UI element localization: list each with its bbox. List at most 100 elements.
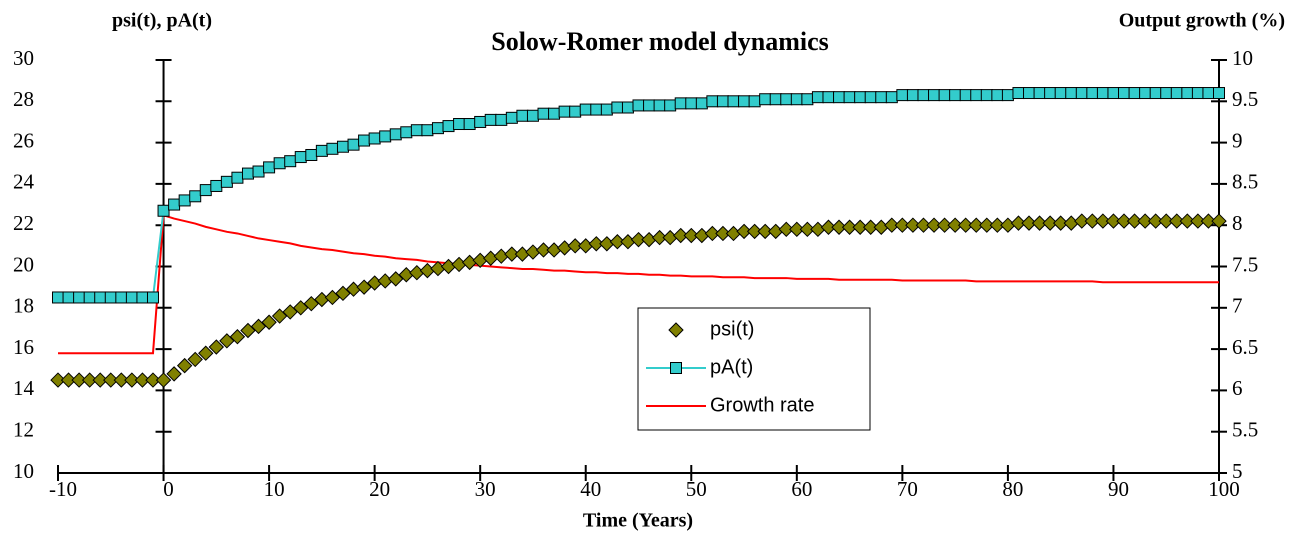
data-point	[1044, 87, 1057, 100]
data-point	[229, 329, 246, 345]
data-point	[884, 217, 900, 233]
data-point	[505, 111, 518, 124]
data-point	[1000, 217, 1016, 233]
data-point	[1065, 87, 1078, 100]
data-point	[989, 217, 1006, 233]
y-tick-label: 14	[13, 376, 35, 400]
data-point	[769, 93, 782, 106]
data-point	[155, 372, 172, 388]
data-point	[451, 256, 467, 273]
data-point	[1190, 213, 1206, 229]
x-tick-label: 40	[580, 477, 601, 501]
data-point	[1033, 87, 1046, 100]
data-point	[453, 118, 466, 131]
x-tick-label: 100	[1208, 477, 1240, 501]
data-point	[400, 126, 413, 139]
data-point	[725, 225, 742, 242]
data-point	[52, 291, 64, 304]
data-point	[535, 242, 552, 258]
data-point	[526, 109, 539, 122]
data-point	[1213, 87, 1225, 100]
x-tick-label: 90	[1108, 477, 1129, 501]
data-point	[894, 217, 911, 233]
data-point	[949, 89, 962, 102]
data-point	[94, 291, 107, 304]
data-point	[294, 151, 307, 164]
data-point	[662, 229, 678, 246]
data-point	[683, 227, 699, 244]
data-point	[1042, 215, 1058, 231]
data-point	[166, 366, 182, 382]
data-point	[611, 101, 624, 114]
data-point	[71, 372, 87, 388]
y-tick-label: 30	[13, 46, 34, 70]
data-point	[252, 165, 265, 178]
data-point	[231, 171, 244, 184]
data-point	[125, 291, 138, 304]
data-point	[113, 372, 130, 388]
data-point	[1107, 87, 1120, 100]
data-point	[134, 372, 151, 388]
data-point	[694, 227, 710, 244]
data-point	[621, 101, 634, 114]
data-point	[833, 91, 846, 104]
data-point	[1012, 87, 1025, 100]
data-point	[483, 250, 499, 266]
data-point	[864, 91, 877, 104]
data-point	[484, 113, 497, 126]
data-point	[168, 198, 181, 211]
data-point	[970, 89, 983, 102]
data-point	[905, 217, 921, 233]
data-point	[567, 238, 583, 254]
data-point	[461, 254, 478, 271]
data-point	[220, 175, 233, 188]
data-point	[991, 89, 1004, 102]
data-point	[1001, 89, 1014, 102]
data-point	[92, 372, 108, 388]
data-point	[548, 107, 561, 120]
y-tick-label: 16	[13, 335, 34, 359]
data-point	[641, 231, 657, 248]
data-point	[199, 184, 212, 197]
data-point	[389, 128, 402, 141]
data-point	[495, 113, 508, 126]
data-point	[609, 234, 626, 250]
data-point	[1010, 215, 1027, 231]
data-point	[208, 339, 225, 355]
data-point	[936, 217, 953, 233]
data-point	[736, 223, 752, 240]
data-point	[748, 95, 761, 108]
data-point	[347, 138, 360, 151]
data-point	[759, 93, 772, 106]
data-point	[664, 99, 677, 112]
data-point	[854, 91, 867, 104]
data-point	[1149, 87, 1162, 100]
data-point	[1181, 87, 1194, 100]
data-point	[1202, 87, 1215, 100]
legend-marker	[670, 362, 682, 374]
data-point	[1086, 87, 1099, 100]
data-point	[643, 99, 656, 112]
data-point	[124, 372, 140, 388]
data-point	[1021, 215, 1037, 231]
data-point	[1179, 213, 1196, 229]
data-point	[980, 89, 993, 102]
y2-tick-label: 6	[1232, 376, 1243, 400]
data-point	[674, 97, 687, 110]
x-tick-label: 70	[897, 477, 918, 501]
data-point	[1095, 213, 1111, 229]
legend-label: pA(t)	[710, 356, 753, 378]
data-point	[145, 372, 161, 388]
data-point	[493, 248, 509, 264]
data-point	[928, 89, 941, 102]
data-point	[738, 95, 751, 108]
data-point	[514, 246, 531, 262]
data-point	[136, 291, 149, 304]
data-point	[50, 372, 66, 388]
data-point	[1031, 215, 1048, 231]
y-tick-label: 24	[13, 170, 35, 194]
data-point	[579, 103, 592, 116]
data-point	[1211, 213, 1227, 229]
y-tick-label: 10	[13, 459, 34, 483]
data-point	[326, 142, 339, 155]
